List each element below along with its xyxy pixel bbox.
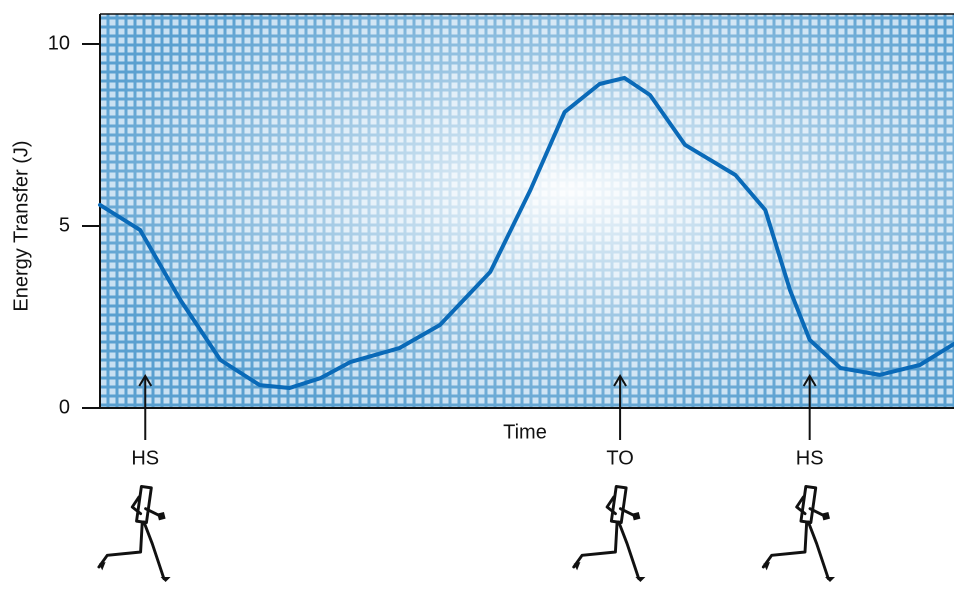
x-axis-label: Time — [503, 421, 547, 443]
annotation-arrowhead — [802, 374, 817, 387]
y-tick-label: 5 — [59, 214, 70, 236]
annotation-arrowhead — [613, 374, 627, 387]
runner-figure — [97, 484, 173, 584]
annotation-label: HS — [131, 447, 159, 469]
plot-highlight — [100, 14, 954, 408]
runner-figure — [572, 484, 648, 584]
y-tick-label: 10 — [48, 32, 70, 54]
y-axis-label: Energy Transfer (J) — [10, 140, 32, 311]
annotation-label: HS — [796, 447, 824, 469]
annotation-label: TO — [606, 447, 633, 469]
runner-figure — [761, 484, 837, 584]
y-tick-label: 0 — [59, 396, 70, 418]
data-line — [98, 75, 954, 390]
annotation-arrowhead — [138, 374, 153, 387]
